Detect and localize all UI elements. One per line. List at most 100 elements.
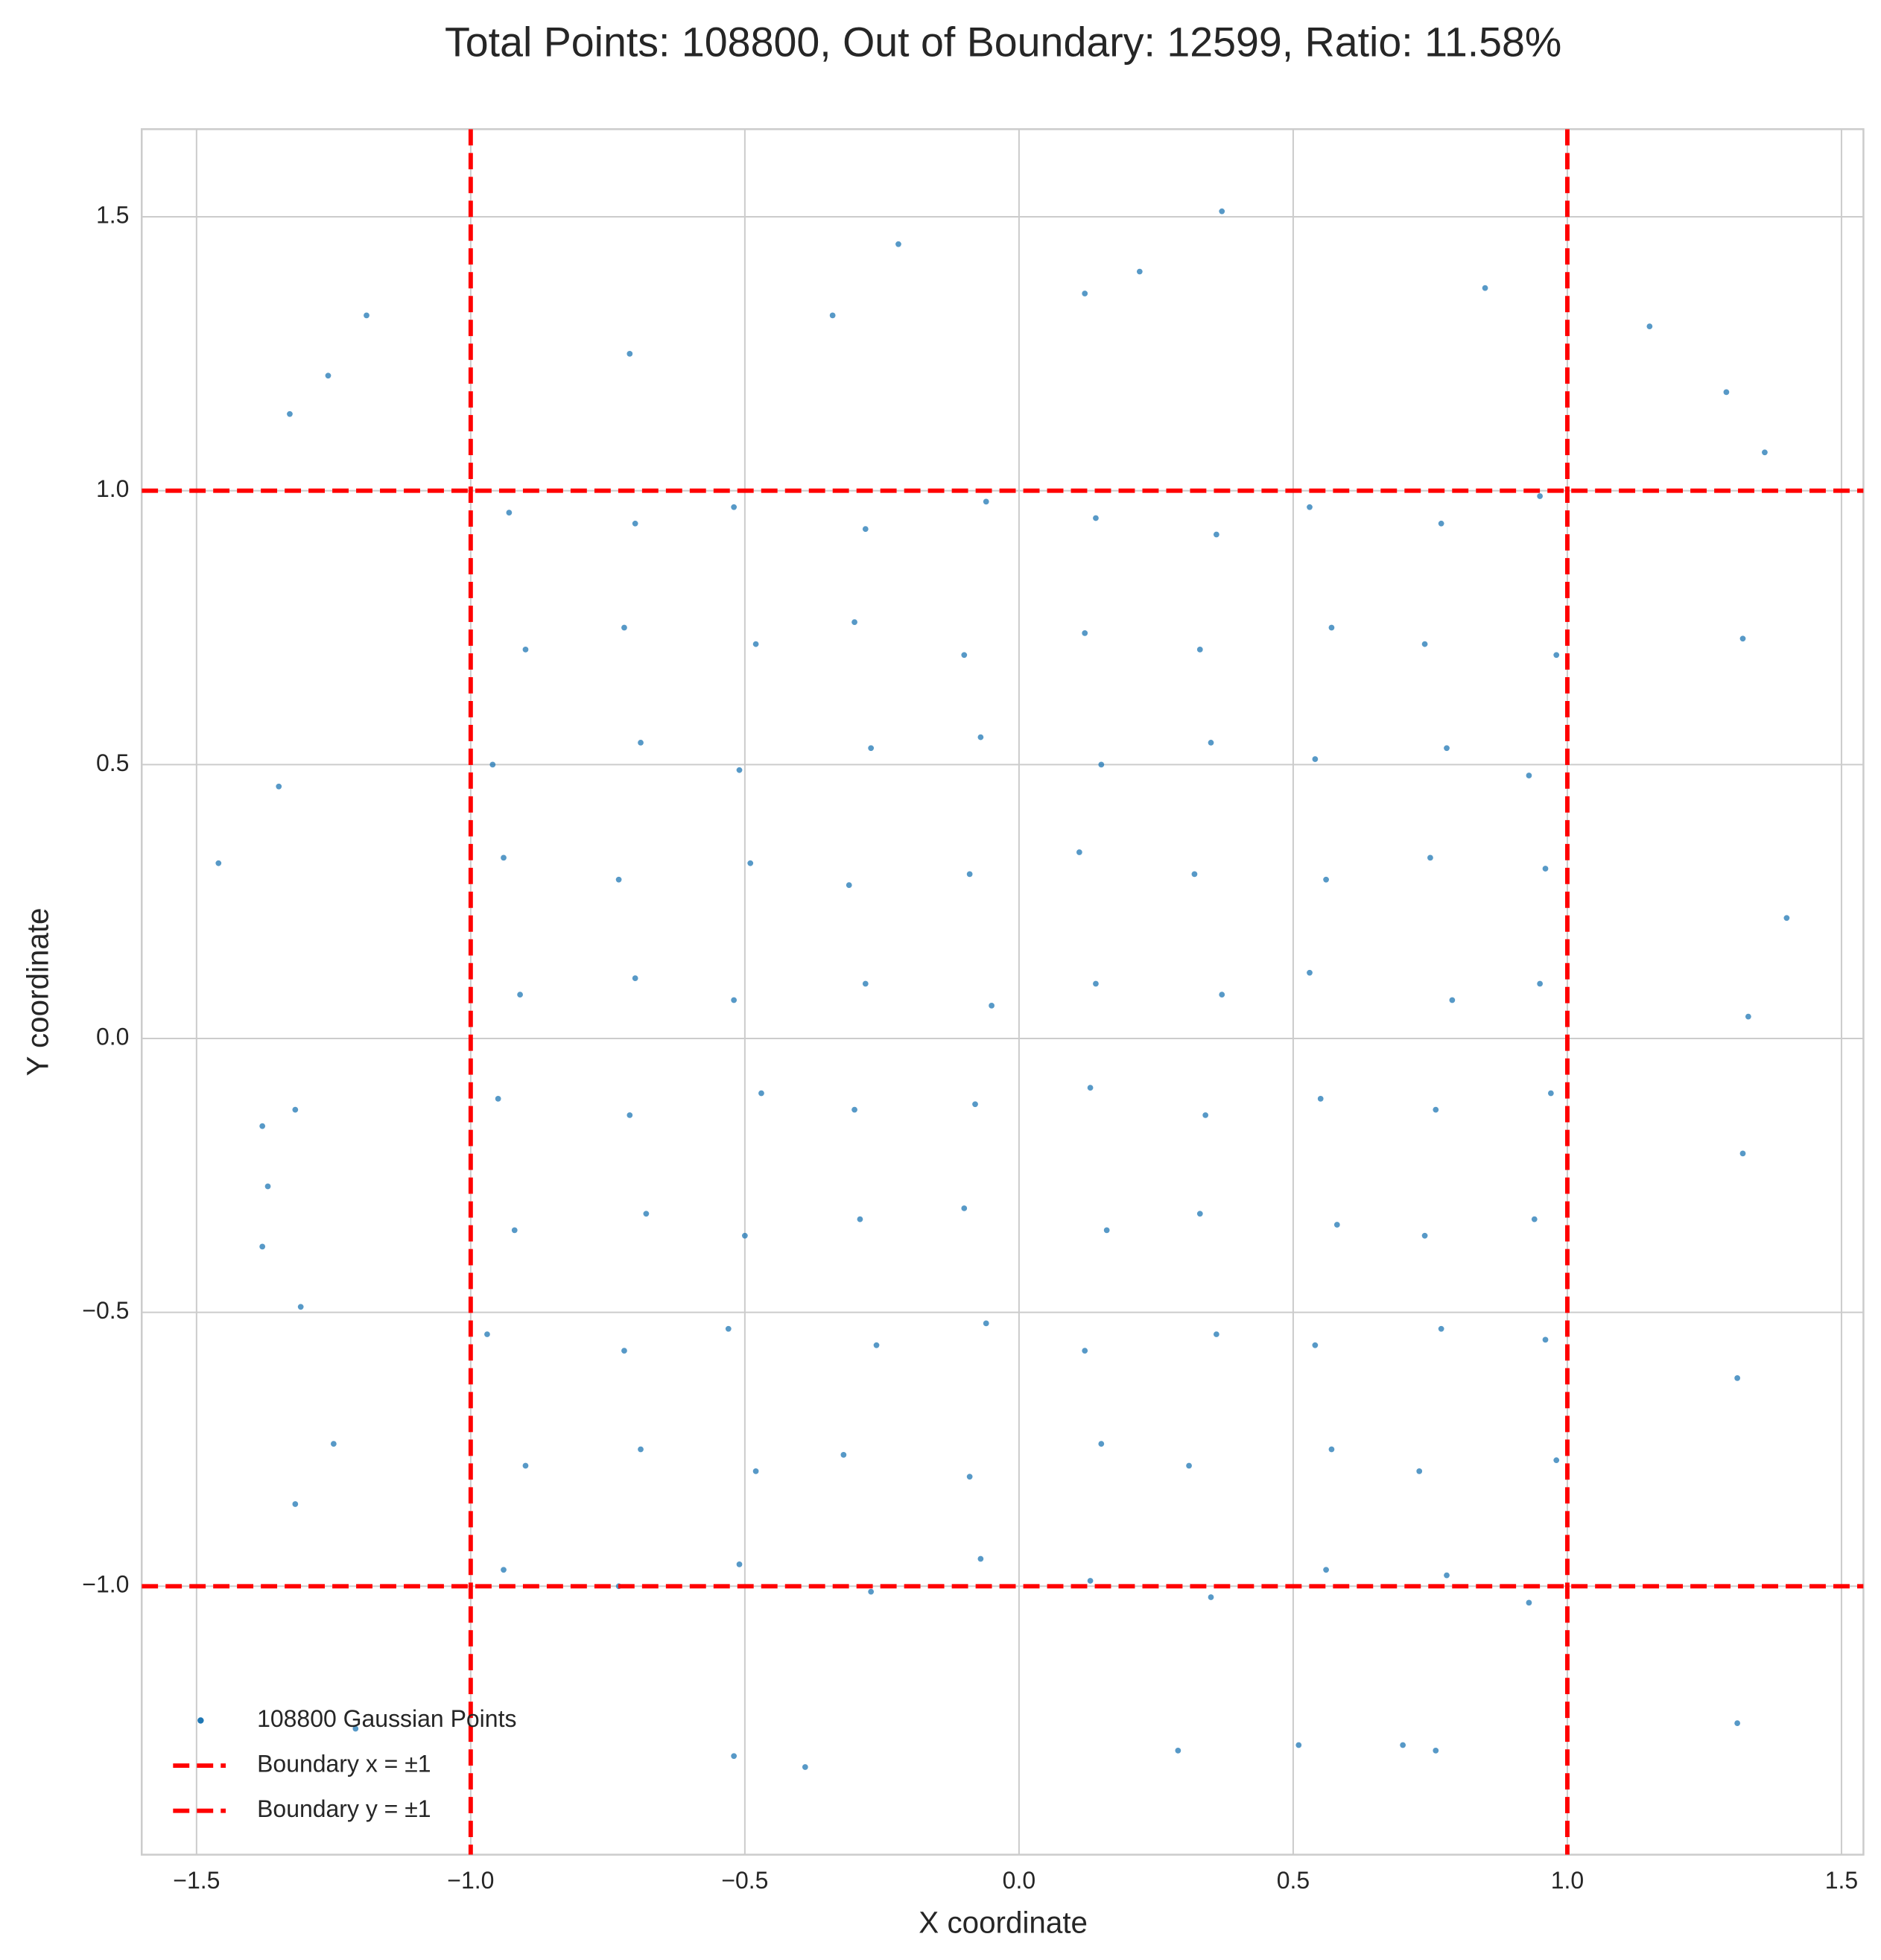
point [758, 1090, 764, 1097]
point [1734, 1720, 1740, 1726]
point [1082, 1348, 1088, 1354]
plot-frame [140, 128, 1865, 1856]
point [1312, 1342, 1319, 1348]
point [1328, 1446, 1335, 1453]
point [731, 504, 738, 510]
point [736, 767, 743, 773]
point [632, 975, 638, 981]
point [1444, 1572, 1450, 1579]
point [862, 980, 869, 987]
point [736, 1561, 743, 1567]
point [731, 997, 738, 1003]
point [1537, 980, 1544, 987]
point [961, 1205, 968, 1211]
point [1433, 1106, 1439, 1113]
point [1323, 1567, 1329, 1573]
point [802, 1764, 808, 1770]
point [1317, 1096, 1324, 1102]
point [1739, 635, 1746, 642]
point [1526, 1599, 1532, 1606]
point [977, 734, 984, 740]
point [287, 410, 293, 417]
point [983, 1320, 989, 1327]
point [752, 1468, 759, 1474]
legend-label: 108800 Gaussian Points [257, 1705, 516, 1732]
point [364, 312, 369, 319]
point [297, 1304, 304, 1310]
y-tick-label: 1.0 [96, 475, 129, 502]
point [1553, 652, 1560, 659]
point [325, 372, 332, 379]
point [522, 1462, 529, 1469]
point [1734, 1375, 1740, 1381]
x-tick-label: −1.5 [173, 1867, 220, 1894]
plot-area [142, 129, 1864, 1855]
point [292, 1501, 299, 1507]
point [1219, 208, 1225, 215]
point [1482, 285, 1488, 291]
point [621, 1348, 627, 1354]
point [1087, 1085, 1094, 1091]
point [330, 1441, 337, 1447]
point [1093, 980, 1099, 987]
point [1526, 773, 1532, 778]
x-tick-label: 1.5 [1825, 1867, 1858, 1894]
point [961, 652, 968, 659]
point [638, 740, 644, 746]
point [1542, 1336, 1549, 1343]
point [511, 1227, 518, 1234]
point [1098, 761, 1105, 768]
point [522, 647, 529, 653]
point [868, 745, 875, 752]
point [895, 241, 901, 247]
point [851, 619, 857, 626]
point [1087, 1578, 1094, 1584]
y-tick-label: −0.5 [82, 1297, 129, 1324]
point [621, 624, 627, 631]
point [292, 1106, 299, 1113]
point [846, 882, 852, 888]
point [1333, 1222, 1340, 1228]
point [1219, 992, 1225, 998]
point [989, 1003, 995, 1009]
y-tick-label: −1.0 [82, 1571, 129, 1598]
point [1328, 624, 1335, 631]
point [1202, 1112, 1209, 1118]
point [862, 526, 869, 533]
point [1531, 1216, 1538, 1222]
point [1307, 969, 1313, 976]
point [840, 1451, 847, 1458]
point [1191, 871, 1198, 878]
point [1553, 1457, 1560, 1464]
point [1438, 1325, 1444, 1332]
point [747, 860, 754, 866]
point [501, 854, 507, 861]
point [1186, 1462, 1192, 1469]
y-tick-label: 1.5 [96, 201, 129, 228]
point [983, 498, 989, 505]
point [1098, 1441, 1105, 1447]
point [1421, 1232, 1428, 1239]
point [1646, 323, 1653, 329]
x-tick-label: 0.0 [1003, 1867, 1035, 1894]
point [1214, 1331, 1219, 1337]
point [1208, 1594, 1214, 1600]
point [1196, 1211, 1203, 1217]
point [1739, 1150, 1746, 1157]
point [731, 1753, 738, 1760]
point [1323, 876, 1329, 883]
x-axis-label: X coordinate [919, 1906, 1088, 1940]
x-tick-label: −0.5 [721, 1867, 768, 1894]
point [506, 510, 513, 516]
point [873, 1342, 880, 1348]
point [484, 1331, 490, 1337]
point [1783, 915, 1790, 922]
point [1082, 291, 1088, 296]
point [264, 1183, 271, 1190]
point [829, 312, 836, 319]
point [517, 992, 523, 998]
x-tick-label: 0.5 [1277, 1867, 1310, 1894]
point [1427, 854, 1433, 861]
